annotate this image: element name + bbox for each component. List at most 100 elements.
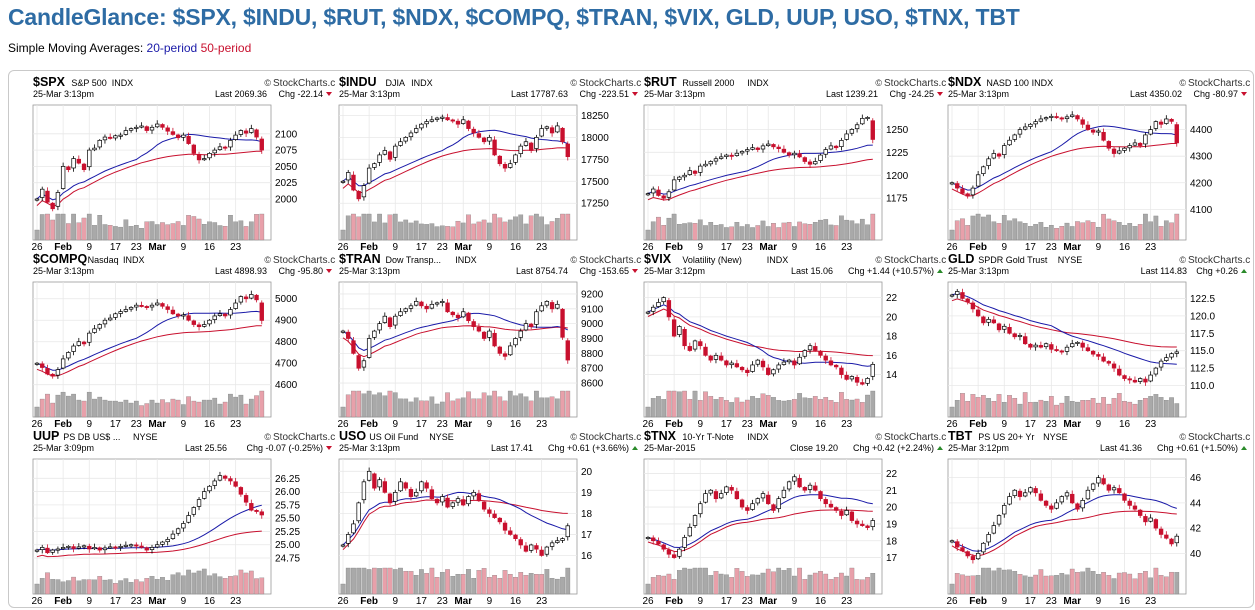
x-tick-label: 26 — [642, 242, 654, 253]
x-tick-label: 26 — [946, 242, 958, 253]
volume-bar — [1054, 228, 1059, 241]
candle-body — [518, 539, 523, 546]
chart-panel-gld[interactable]: GLD SPDR Gold Trust NYSE ©StockCharts.com 2… — [946, 252, 1250, 430]
volume-bar — [424, 400, 429, 418]
volume-bar — [455, 220, 461, 241]
volume-bar — [750, 574, 755, 595]
volume-bar — [1174, 213, 1180, 241]
volume-bar — [97, 215, 103, 241]
candle-body — [792, 476, 797, 482]
chart-panel-vix[interactable]: $VIX Volatility (New) INDX ©StockCharts.co… — [642, 252, 946, 430]
volume-bar — [175, 221, 181, 241]
copyright-icon: © — [875, 255, 882, 265]
chart-panel-indu[interactable]: $INDU DJIA INDX ©StockCharts.com 25-Mar 3:1… — [337, 75, 641, 253]
volume-bar — [92, 225, 97, 241]
x-tick-label: 16 — [204, 419, 216, 430]
candle-body — [471, 492, 476, 497]
volume-bar — [471, 578, 477, 595]
candle-body — [492, 332, 497, 347]
volume-bar — [544, 397, 550, 418]
x-tick-label: 16 — [1119, 596, 1131, 607]
volume-bar — [1085, 400, 1091, 418]
x-tick-label: Feb — [54, 419, 72, 430]
volume-bar — [677, 391, 682, 418]
candle-body — [565, 143, 570, 158]
x-tick-label: 9 — [697, 596, 703, 607]
candle-body — [949, 294, 955, 297]
candle-body — [466, 496, 471, 505]
candle-body — [844, 510, 849, 516]
copyright-icon: © — [875, 432, 882, 442]
candle-body — [1012, 134, 1017, 140]
volume-bar — [1033, 574, 1038, 595]
y-tick-label: 9200 — [581, 289, 604, 300]
volume-bar — [518, 572, 524, 595]
volume-bar — [144, 221, 150, 241]
x-tick-label: 23 — [841, 596, 853, 607]
candle-body — [708, 355, 713, 361]
candle-body — [671, 554, 677, 558]
candle-body — [492, 139, 497, 156]
candle-body — [97, 547, 102, 551]
candle-body — [1002, 325, 1007, 330]
candle-body — [645, 311, 651, 314]
candle-body — [786, 359, 792, 363]
chart-panel-rut[interactable]: $RUT Russell 2000 INDX ©StockCharts.com 25-… — [642, 75, 946, 253]
volume-bar — [34, 583, 40, 595]
volume-bar — [1043, 575, 1049, 595]
volume-bar — [839, 572, 844, 595]
volume-bar — [986, 567, 991, 595]
candle-body — [1148, 374, 1153, 382]
volume-bar — [248, 398, 254, 418]
copyright-icon: © — [1179, 255, 1186, 265]
candle-body — [398, 141, 403, 146]
volume-bar — [844, 399, 849, 418]
volume-bar — [1064, 222, 1070, 241]
chart-panel-tnx[interactable]: $TNX 10-Yr T-Note INDX ©StockCharts.com 25-… — [642, 429, 946, 607]
chart-name: PS US 20+ Yr — [978, 432, 1034, 442]
candle-body — [502, 164, 508, 169]
volume-bar — [133, 400, 139, 418]
candle-body — [118, 134, 123, 137]
chart-panel-spx[interactable]: $SPX S&P 500 INDX ©StockCharts.com 25-Mar 3… — [31, 75, 335, 253]
volume-bar — [1054, 575, 1059, 595]
chart-date: 25-Mar 3:12pm — [644, 266, 705, 276]
candle-body — [834, 145, 839, 149]
volume-bar — [66, 395, 71, 418]
candle-body — [1174, 124, 1179, 144]
chart-panel-tbt[interactable]: TBT PS US 20+ Yr NYSE ©StockCharts.com 25-M… — [946, 429, 1250, 607]
volume-bar — [1054, 404, 1059, 418]
chart-panel-tran[interactable]: $TRAN Dow Transp... INDX ©StockCharts.com 2… — [337, 252, 641, 430]
volume-bar — [750, 396, 755, 418]
volume-bar — [534, 390, 539, 418]
candle-body — [529, 323, 534, 327]
candle-body — [1148, 129, 1153, 135]
candle-body — [698, 341, 703, 347]
candle-body — [719, 156, 724, 159]
volume-bar — [340, 583, 346, 595]
candle-body — [233, 134, 238, 140]
candle-body — [1080, 342, 1085, 348]
candle-body — [666, 191, 672, 198]
volume-bar — [528, 400, 534, 418]
volume-bar — [207, 575, 212, 595]
volume-bar — [844, 575, 849, 595]
volume-bar — [492, 213, 497, 241]
ma20-line — [36, 310, 262, 371]
chart-name: SPDR Gold Trust — [978, 255, 1048, 265]
volume-bar — [50, 402, 56, 418]
volume-bar — [812, 572, 818, 595]
x-tick-label: 9 — [392, 242, 398, 253]
volume-bar — [729, 577, 734, 595]
volume-bar — [1116, 572, 1122, 595]
candle-body — [745, 369, 750, 373]
chart-panel-uup[interactable]: UUP PS DB US$ ... NYSE ©StockCharts.com 25-… — [31, 429, 335, 607]
candle-body — [1012, 489, 1017, 496]
chart-panel-ndx[interactable]: $NDX NASD 100 INDX ©StockCharts.com 25-Mar … — [946, 75, 1250, 253]
candle-body — [1085, 489, 1091, 500]
volume-bar — [181, 225, 186, 241]
volume-bar — [149, 221, 155, 241]
volume-bar — [682, 223, 687, 241]
